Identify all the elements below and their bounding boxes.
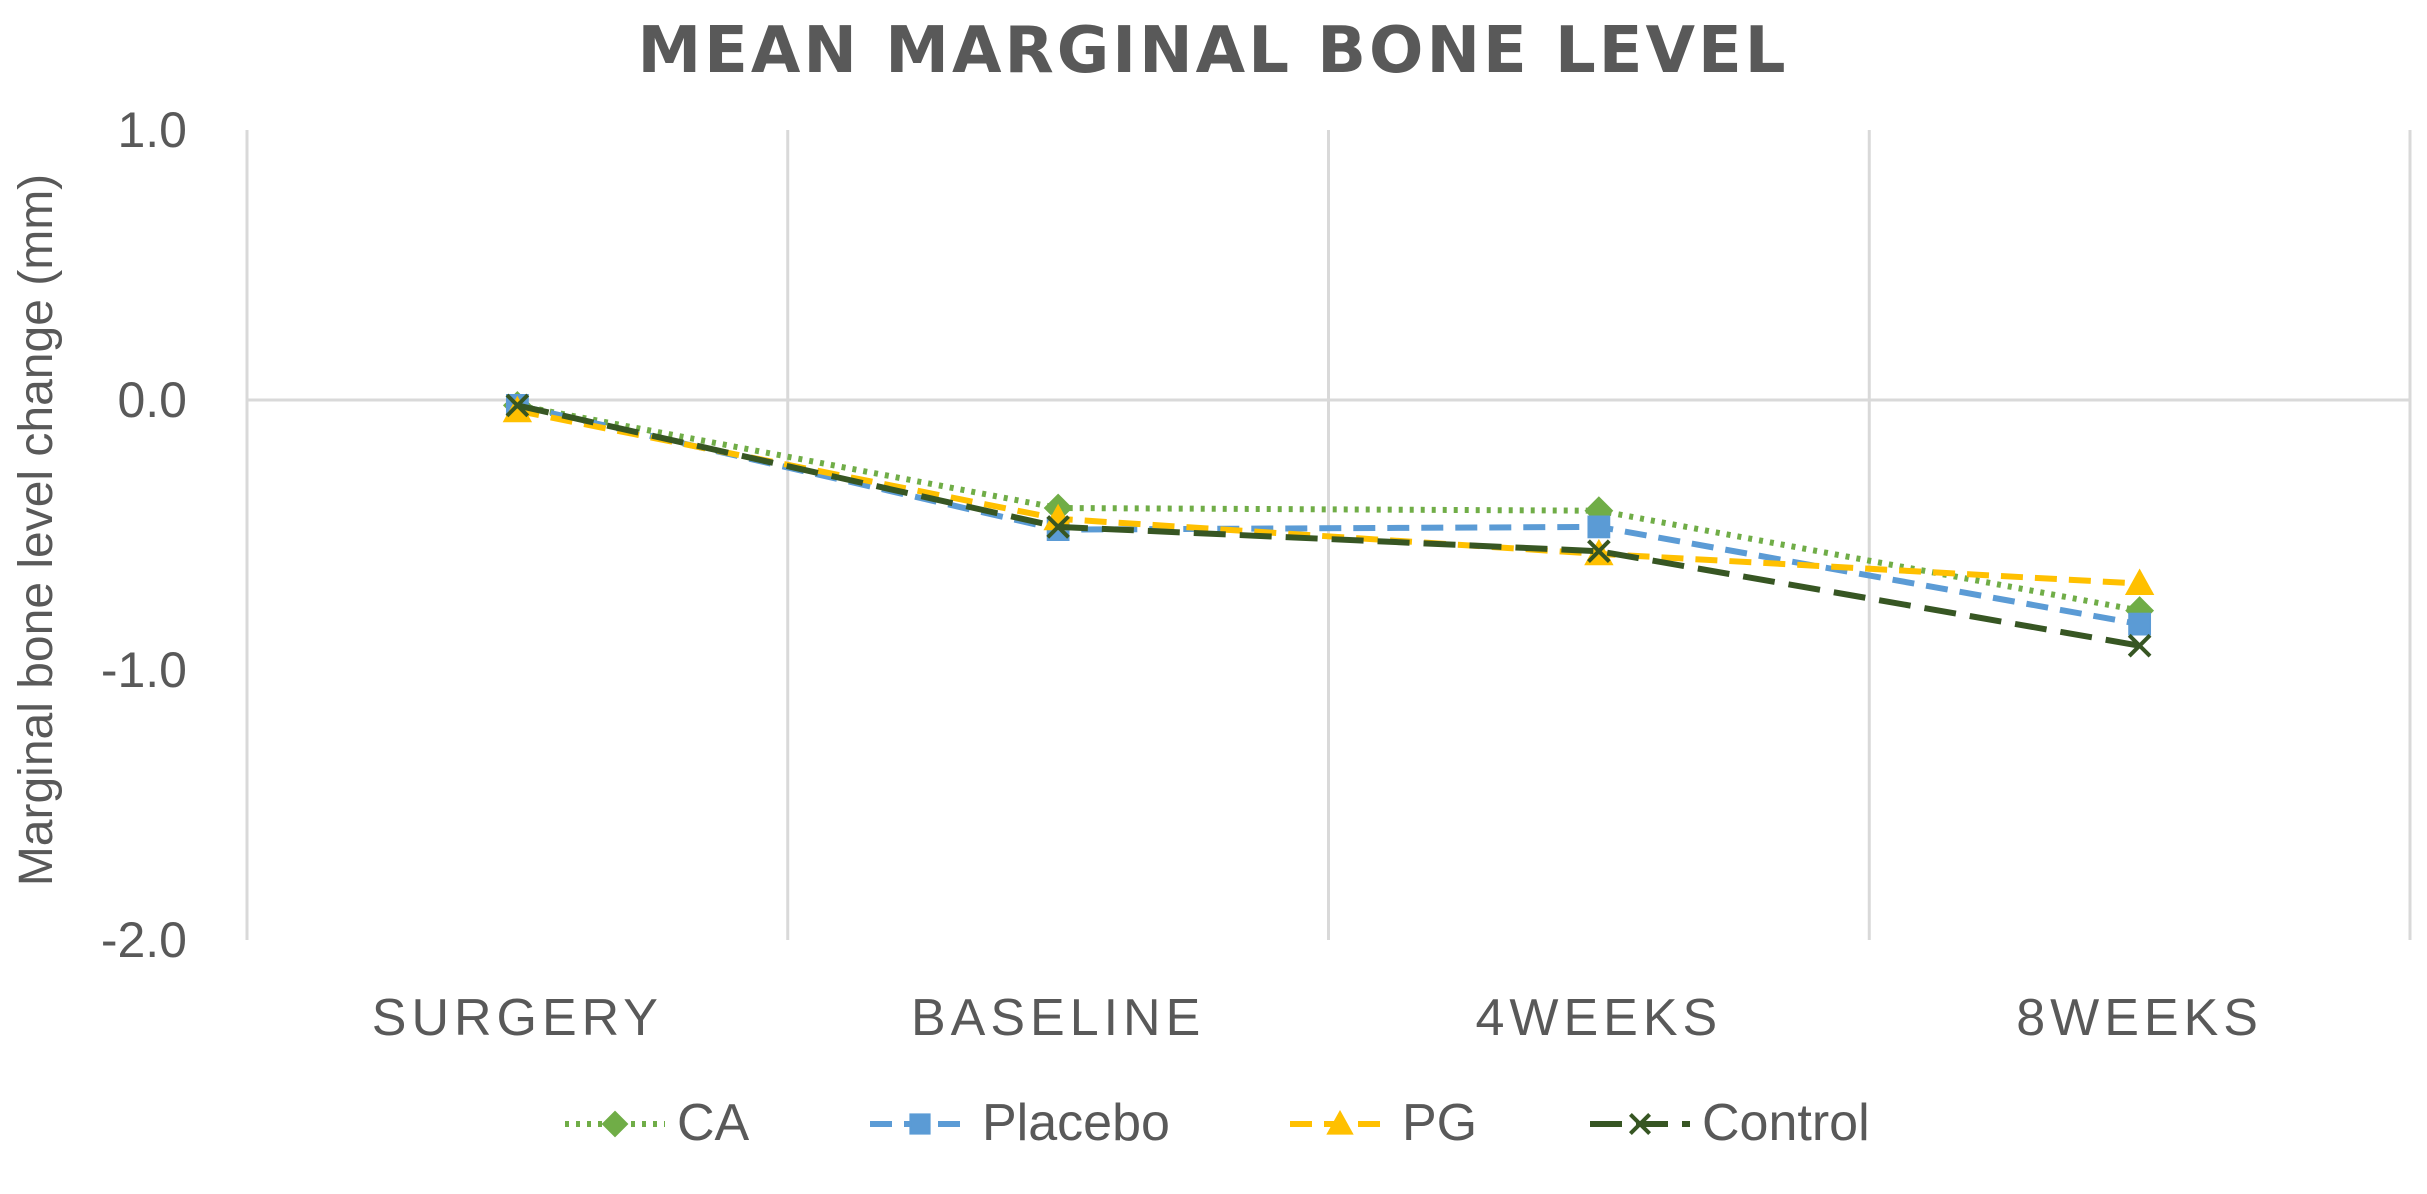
legend-label: CA <box>677 1094 750 1152</box>
data-point-control <box>505 393 530 418</box>
chart-title: MEAN MARGINAL BONE LEVEL <box>637 14 1788 88</box>
legend-label: Placebo <box>982 1094 1170 1152</box>
y-tick-label: 0.0 <box>117 372 187 428</box>
x-axis-ticks: SURGERY BASELINE 4WEEKS 8WEEKS <box>372 989 2263 1047</box>
legend-marker-placebo <box>909 1113 931 1135</box>
legend-label: Control <box>1702 1094 1870 1152</box>
data-point-pg <box>2124 568 2155 595</box>
legend-marker-ca <box>601 1110 629 1138</box>
x-tick-label: SURGERY <box>372 989 663 1047</box>
legend-marker-control <box>1628 1112 1652 1136</box>
data-point-control <box>1046 515 1070 539</box>
y-tick-label: 1.0 <box>117 102 187 158</box>
y-tick-label: -2.0 <box>101 912 187 968</box>
data-point-placebo <box>1587 515 1611 539</box>
legend-label: PG <box>1402 1094 1477 1152</box>
legend: CA Placebo PG Control <box>565 1094 1870 1152</box>
x-tick-label: 8WEEKS <box>2016 989 2263 1047</box>
data-point-control <box>1587 539 1611 564</box>
series-control <box>505 393 2152 658</box>
x-tick-label: 4WEEKS <box>1476 989 1723 1047</box>
y-axis-label: Marginal bone level change (mm) <box>10 174 63 886</box>
y-tick-label: -1.0 <box>101 642 187 698</box>
series-line-control <box>516 402 2141 649</box>
data-point-placebo <box>2128 612 2152 636</box>
gridlines <box>245 130 2412 940</box>
legend-item-pg: PG <box>1290 1094 1477 1152</box>
legend-item-placebo: Placebo <box>870 1094 1170 1152</box>
data-point-control <box>2127 633 2152 658</box>
x-tick-label: BASELINE <box>911 989 1205 1047</box>
y-axis-ticks: 1.0 0.0 -1.0 -2.0 <box>101 102 187 968</box>
legend-marker-pg <box>1326 1109 1354 1135</box>
legend-item-control: Control <box>1590 1094 1870 1152</box>
series-line-ca <box>516 402 2141 614</box>
legend-item-ca: CA <box>565 1094 750 1152</box>
series-layer <box>502 390 2155 658</box>
